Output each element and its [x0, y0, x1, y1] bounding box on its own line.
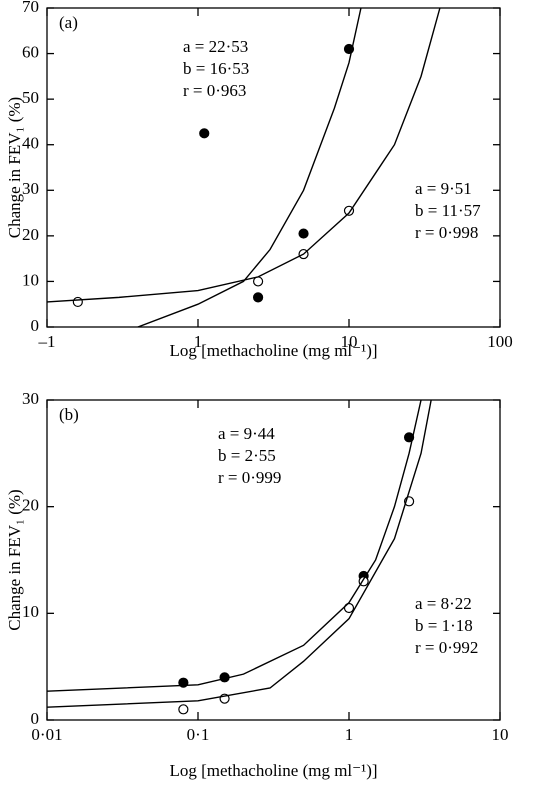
y-tick-label: 70 — [22, 0, 39, 16]
x-tick-label: 1 — [194, 332, 203, 351]
fit-curve — [47, 400, 432, 708]
x-axis-label: Log [methacholine (mg ml⁻¹)] — [169, 341, 377, 360]
data-point — [72, 296, 83, 308]
y-tick-label: 50 — [22, 88, 39, 107]
data-point — [403, 432, 415, 443]
x-axis-label: Log [methacholine (mg ml⁻¹)] — [169, 761, 377, 780]
data-point — [178, 704, 189, 715]
x-tick-label: 0·1 — [187, 725, 210, 744]
plot-frame — [46, 399, 501, 721]
y-tick-label: 20 — [22, 496, 39, 515]
fit-parameter: r = 0·998 — [415, 223, 478, 242]
fit-parameter: b = 2·55 — [218, 446, 276, 465]
data-point — [298, 228, 309, 239]
fit-parameter: r = 0·992 — [415, 638, 478, 657]
y-tick-label: 0 — [31, 316, 40, 335]
data-point — [252, 292, 264, 303]
fit-parameter: a = 22·53 — [183, 37, 248, 56]
y-tick-label: 10 — [22, 270, 39, 289]
fit-curve — [137, 8, 362, 327]
fit-parameter: b = 11·57 — [415, 201, 481, 220]
fit-curve — [47, 400, 422, 692]
x-tick-label: 10 — [341, 332, 358, 351]
plot-frame — [46, 7, 501, 328]
x-tick-label: 10 — [492, 725, 509, 744]
y-tick-label: 30 — [22, 389, 39, 408]
data-point — [199, 128, 210, 139]
fit-parameter: a = 9·44 — [218, 424, 275, 443]
y-axis-label: Change in FEV₁ (%) — [5, 489, 24, 630]
fit-parameter: a = 9·51 — [415, 179, 472, 198]
x-tick-label: 0·01 — [31, 725, 62, 744]
fit-parameter: r = 0·999 — [218, 468, 281, 487]
fit-parameter: r = 0·963 — [183, 81, 246, 100]
fit-parameter: b = 16·53 — [183, 59, 249, 78]
x-tick-label: –1 — [38, 332, 56, 351]
y-axis-label: Change in FEV₁ (%) — [5, 97, 24, 238]
y-tick-label: 40 — [22, 134, 39, 153]
panel-label: (b) — [59, 405, 79, 424]
fit-parameter: b = 1·18 — [415, 616, 473, 635]
y-tick-label: 30 — [22, 179, 39, 198]
x-tick-label: 1 — [345, 725, 354, 744]
x-tick-label: 100 — [487, 332, 513, 351]
y-tick-label: 60 — [22, 42, 39, 61]
panel-label: (a) — [59, 13, 78, 32]
y-tick-label: 20 — [22, 225, 39, 244]
y-tick-label: 10 — [22, 602, 39, 621]
fit-curve — [47, 8, 441, 303]
y-tick-label: 0 — [31, 709, 40, 728]
fit-parameter: a = 8·22 — [415, 594, 472, 613]
